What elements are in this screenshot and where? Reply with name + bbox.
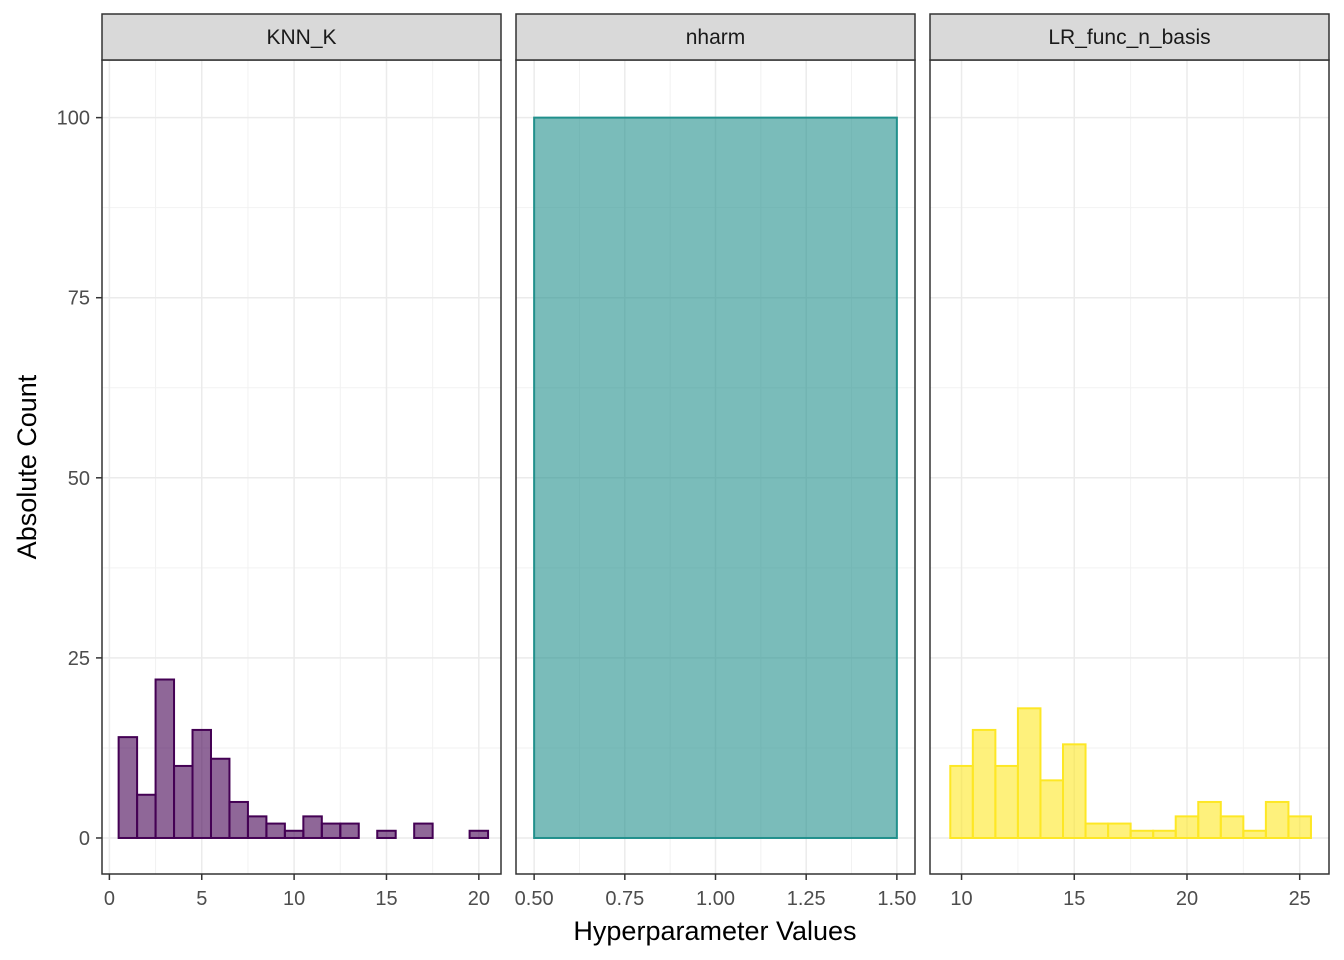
x-tick-label: 5 [196,888,207,910]
histogram-bar [228,800,249,839]
facet-panel-KNN_K: KNN_K 0 5 10 15 20 [101,13,502,910]
histogram-bar [320,822,342,839]
histogram-bar [173,764,194,839]
y-axis-title: Absolute Count [12,374,42,559]
histogram-bar [533,116,898,839]
facet-panel-nharm: nharm 0.50 0.75 1.00 1.25 1.50 [515,13,916,910]
facet-strip [929,13,1330,61]
histogram-bar [1264,800,1290,839]
y-axis: 0 25 50 75 100 [57,108,102,850]
histogram-bar [1062,743,1087,839]
histogram-bar [1219,815,1245,839]
x-tick-label: 0.50 [515,888,554,910]
panel-background [930,60,1329,874]
x-tick-label: 15 [1063,888,1085,910]
histogram-bar [994,764,1019,839]
histogram-bar [1287,815,1312,839]
x-tick-label: 1.25 [787,888,826,910]
histogram-bar [209,757,231,839]
histogram-bar [1107,822,1132,839]
y-tick-label: 0 [79,828,90,850]
histogram-bar [1129,829,1155,839]
x-axis-title: Hyperparameter Values [573,916,856,946]
x-tick-label: 10 [283,888,305,910]
histogram-bar [376,829,397,839]
x-tick-label: 1.00 [696,888,735,910]
facet-strip-label: LR_func_n_basis [1048,26,1210,49]
histogram-bar [1152,829,1177,839]
histogram-bar [1084,822,1110,839]
histogram-bar [468,829,490,839]
histogram-bar [1174,815,1200,839]
x-tick-label: 15 [375,888,397,910]
histogram-bar [136,793,157,839]
y-tick-label: 25 [68,648,90,670]
facet-strip [101,13,502,61]
histogram-bar [265,822,286,839]
x-tick-label: 25 [1289,888,1311,910]
histogram-bar [971,728,997,839]
histogram-bar [246,815,268,839]
histogram-bar [117,736,139,839]
x-tick-label: 20 [468,888,490,910]
histogram-bar [339,822,360,839]
histogram-bar [413,822,434,839]
histogram-bar [283,829,305,839]
histogram-bar [191,728,212,839]
histogram-bar [302,815,323,839]
facet-panels: KNN_K 0 5 10 15 20 nharm 0.50 0.75 1.00 1.25 1.50 LR… [101,13,1330,910]
facet-strip-label: KNN_K [266,26,336,49]
histogram-bar [1197,800,1222,839]
x-tick-label: 20 [1176,888,1198,910]
x-tick-label: 0.75 [605,888,644,910]
facet-strip-label: nharm [686,26,746,49]
y-tick-label: 100 [57,108,90,130]
facet-panel-LR_func_n_basis: LR_func_n_basis 10 15 20 25 [929,13,1330,910]
histogram-bar [154,678,176,839]
histogram-bar [949,764,974,839]
histogram-bar [1039,779,1065,839]
x-tick-label: 0 [104,888,115,910]
facet-strip [515,13,916,61]
histogram-bar [1242,829,1267,839]
x-tick-label: 10 [950,888,972,910]
histogram-bar [1016,707,1042,839]
y-tick-label: 50 [68,468,90,490]
x-tick-label: 1.50 [877,888,916,910]
y-tick-label: 75 [68,288,90,310]
